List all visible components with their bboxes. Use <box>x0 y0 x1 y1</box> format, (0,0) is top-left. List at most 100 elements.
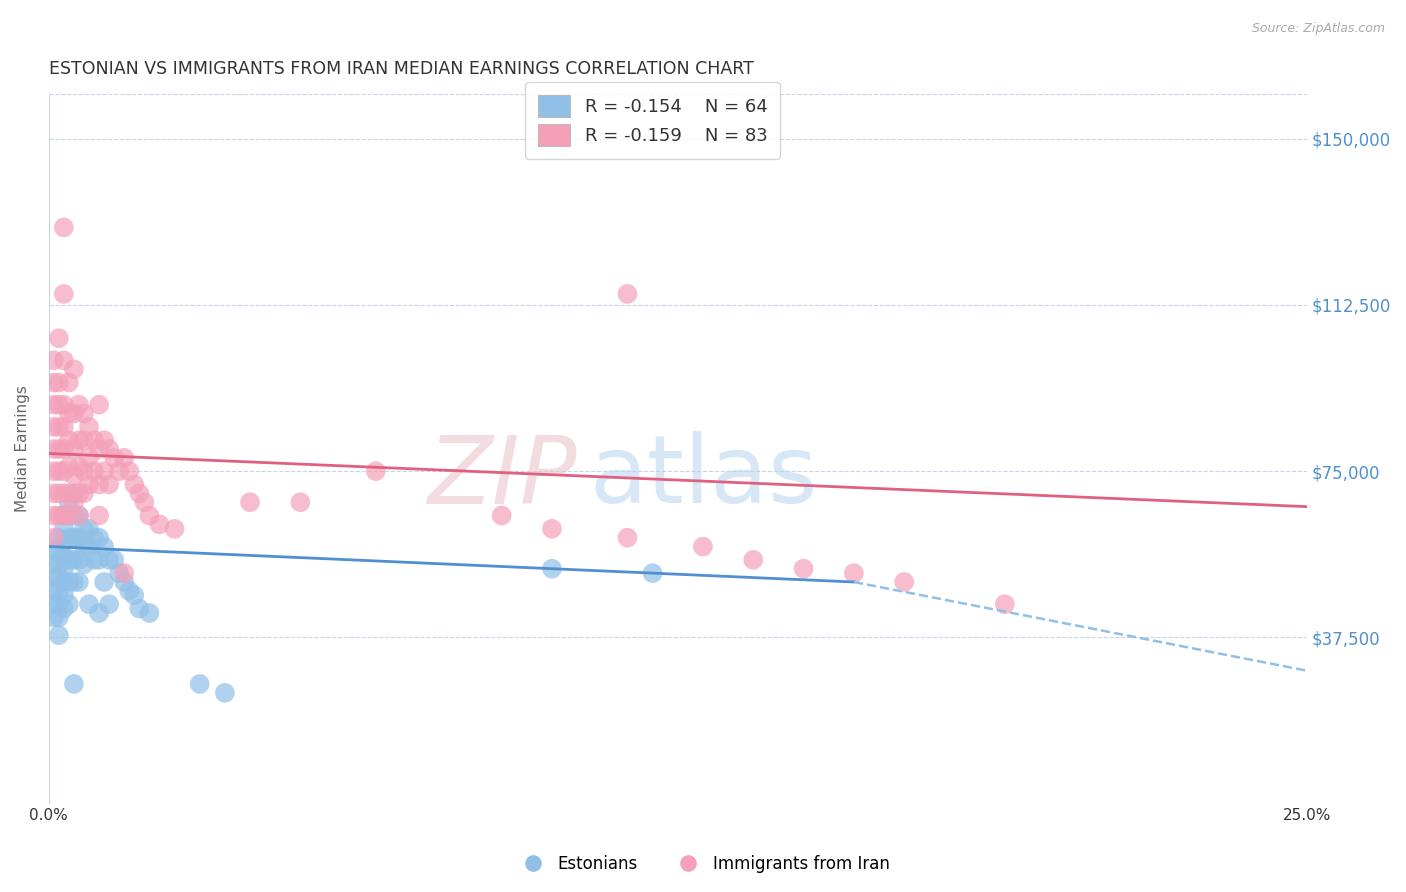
Point <box>108 464 131 478</box>
Point <box>42 376 65 390</box>
Point <box>616 531 638 545</box>
Point <box>98 597 121 611</box>
Point <box>42 442 65 456</box>
Point <box>52 562 75 576</box>
Legend: R = -0.154    N = 64, R = -0.159    N = 83: R = -0.154 N = 64, R = -0.159 N = 83 <box>524 82 780 159</box>
Point <box>42 544 65 558</box>
Point <box>67 531 90 545</box>
Point <box>893 574 915 589</box>
Point <box>58 597 80 611</box>
Point <box>138 606 160 620</box>
Point <box>124 588 146 602</box>
Point <box>63 574 86 589</box>
Point <box>73 540 96 554</box>
Point <box>98 553 121 567</box>
Point <box>58 495 80 509</box>
Point <box>134 495 156 509</box>
Point <box>48 486 70 500</box>
Text: Source: ZipAtlas.com: Source: ZipAtlas.com <box>1251 22 1385 36</box>
Point <box>42 508 65 523</box>
Point <box>73 433 96 447</box>
Point <box>52 353 75 368</box>
Point <box>52 220 75 235</box>
Point <box>118 583 141 598</box>
Point <box>42 398 65 412</box>
Point <box>148 517 170 532</box>
Point <box>42 420 65 434</box>
Point <box>77 597 100 611</box>
Point <box>52 508 75 523</box>
Point <box>58 508 80 523</box>
Point <box>52 398 75 412</box>
Point <box>48 398 70 412</box>
Point <box>48 331 70 345</box>
Point <box>73 522 96 536</box>
Point <box>994 597 1017 611</box>
Point <box>73 407 96 421</box>
Point <box>42 353 65 368</box>
Point <box>118 464 141 478</box>
Point <box>58 459 80 474</box>
Point <box>67 433 90 447</box>
Point <box>616 286 638 301</box>
Point <box>58 486 80 500</box>
Point <box>63 442 86 456</box>
Point <box>63 531 86 545</box>
Point <box>364 464 387 478</box>
Point <box>77 522 100 536</box>
Point <box>63 553 86 567</box>
Point <box>58 574 80 589</box>
Point <box>239 495 262 509</box>
Point <box>128 486 150 500</box>
Point <box>52 486 75 500</box>
Point <box>77 420 100 434</box>
Point <box>93 464 115 478</box>
Point <box>793 562 815 576</box>
Point <box>52 420 75 434</box>
Point <box>52 588 75 602</box>
Point <box>42 597 65 611</box>
Point <box>48 376 70 390</box>
Point <box>63 468 86 483</box>
Point <box>48 531 70 545</box>
Point <box>52 574 75 589</box>
Point <box>692 540 714 554</box>
Point <box>42 570 65 584</box>
Point <box>52 522 75 536</box>
Point <box>77 450 100 465</box>
Point <box>93 574 115 589</box>
Point <box>108 566 131 581</box>
Point <box>52 601 75 615</box>
Point <box>491 508 513 523</box>
Point <box>214 686 236 700</box>
Point <box>58 508 80 523</box>
Point <box>103 553 125 567</box>
Point <box>58 553 80 567</box>
Point <box>87 531 110 545</box>
Point <box>48 597 70 611</box>
Point <box>641 566 664 581</box>
Point <box>63 495 86 509</box>
Point <box>63 508 86 523</box>
Point <box>67 508 90 523</box>
Point <box>42 464 65 478</box>
Point <box>48 464 70 478</box>
Point <box>83 433 105 447</box>
Point <box>73 486 96 500</box>
Point <box>42 531 65 545</box>
Point <box>48 583 70 598</box>
Point <box>67 486 90 500</box>
Point <box>73 558 96 572</box>
Point <box>63 362 86 376</box>
Point <box>42 583 65 598</box>
Point <box>58 433 80 447</box>
Point <box>52 464 75 478</box>
Point <box>128 601 150 615</box>
Point <box>124 477 146 491</box>
Point <box>67 553 90 567</box>
Point <box>48 558 70 572</box>
Point <box>103 450 125 465</box>
Point <box>58 531 80 545</box>
Point <box>58 407 80 421</box>
Point <box>42 610 65 624</box>
